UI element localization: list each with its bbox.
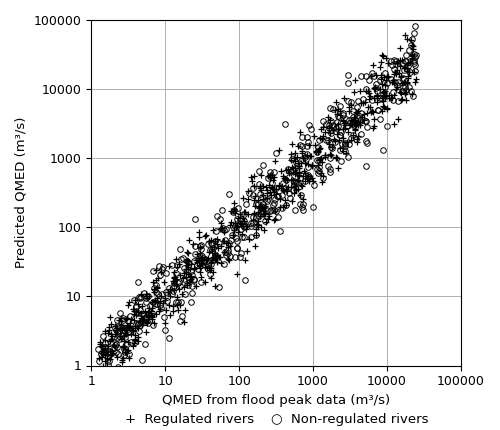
Text: +  Regulated rivers: + Regulated rivers [126, 413, 254, 426]
Y-axis label: Predicted QMED (m³/s): Predicted QMED (m³/s) [15, 117, 28, 268]
Text: ○  Non-regulated rivers: ○ Non-regulated rivers [271, 413, 429, 426]
X-axis label: QMED from flood peak data (m³/s): QMED from flood peak data (m³/s) [162, 394, 390, 407]
